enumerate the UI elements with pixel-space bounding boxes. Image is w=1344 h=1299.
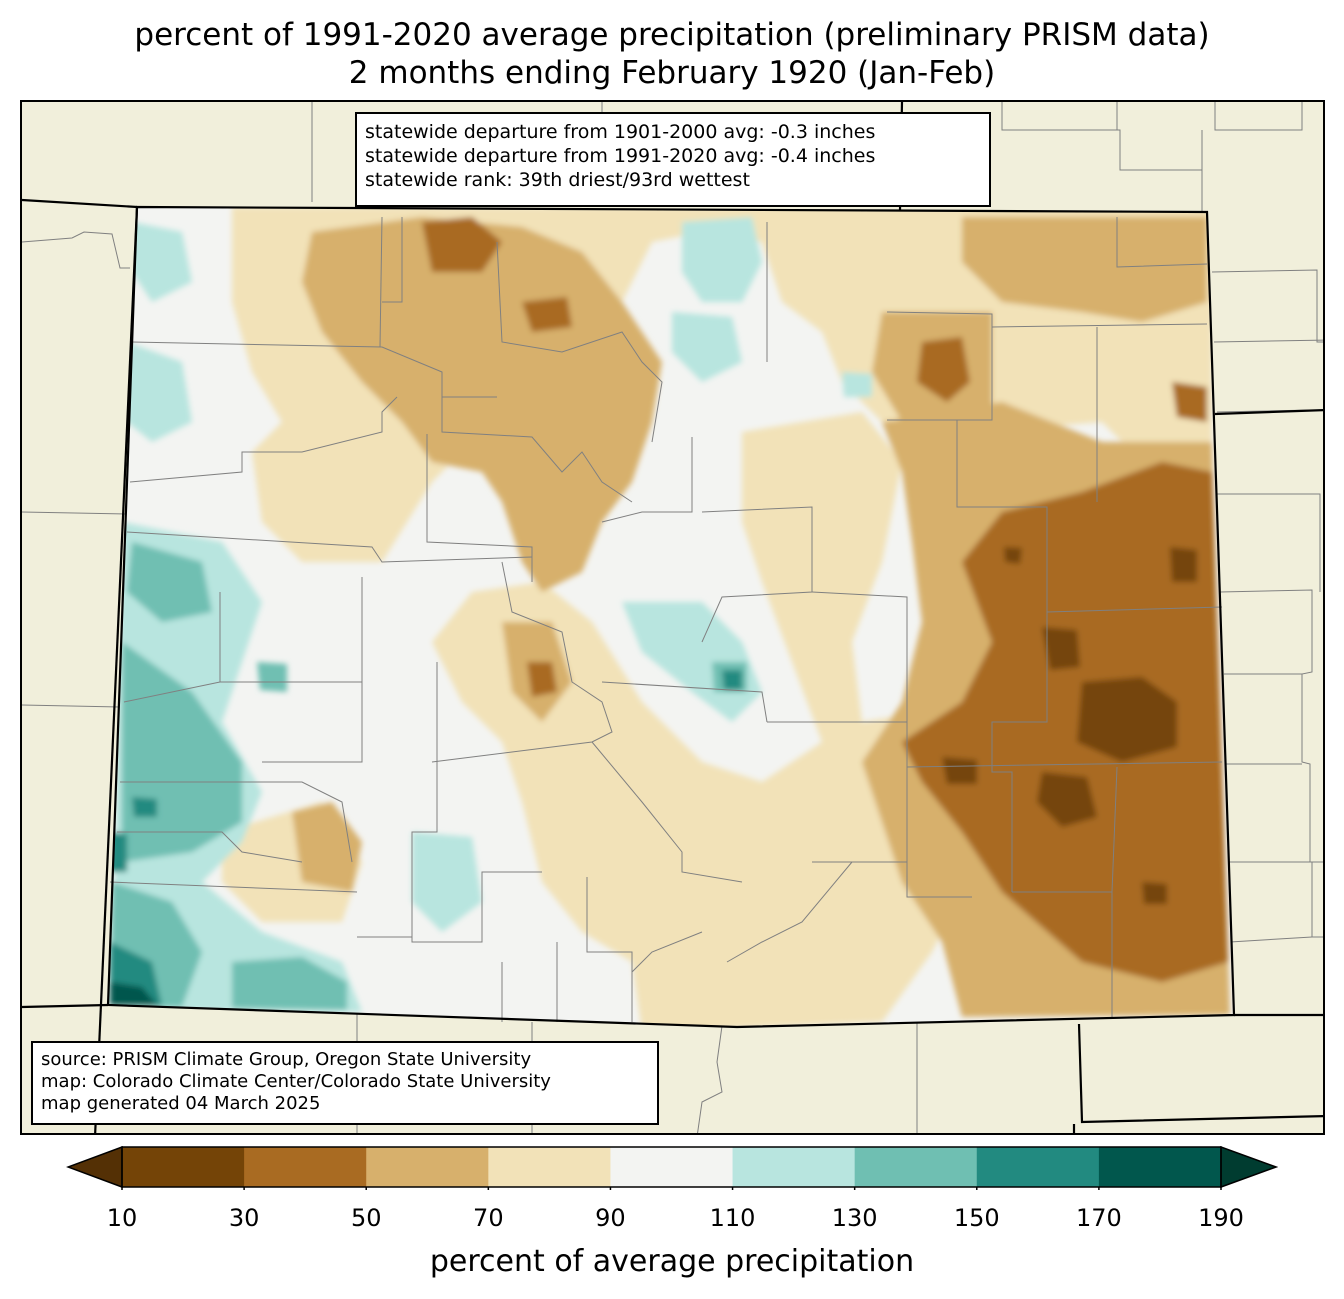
colorbar-segment xyxy=(610,1147,734,1187)
colorbar-segment xyxy=(732,1147,856,1187)
map-canvas xyxy=(22,102,1323,1133)
colorbar-label: percent of average precipitation xyxy=(429,1244,915,1279)
colorbar-segment xyxy=(854,1147,978,1187)
stats-departure-1991-2020: statewide departure from 1991-2020 avg: … xyxy=(365,145,876,167)
colorbar-outline xyxy=(121,1146,1222,1188)
stats-departure-1901-2000: statewide departure from 1901-2000 avg: … xyxy=(365,121,876,143)
colorbar xyxy=(66,1146,1278,1190)
colorbar-tick-label: 30 xyxy=(228,1204,260,1232)
map-frame xyxy=(20,100,1325,1135)
colorbar-segment xyxy=(244,1147,367,1187)
colorbar-segment xyxy=(122,1147,245,1187)
colorbar-tick-label: 70 xyxy=(473,1204,504,1232)
source-box: source: PRISM Climate Group, Oregon Stat… xyxy=(31,1041,659,1125)
stats-rank: statewide rank: 39th driest/93rd wettest xyxy=(365,169,750,191)
neighbor-state-lines xyxy=(22,102,1323,1133)
map-title-line-2: 2 months ending February 1920 (Jan-Feb) xyxy=(348,55,996,91)
colorbar-under-arrow xyxy=(66,1146,123,1189)
map-title-line-1: percent of 1991-2020 average precipitati… xyxy=(134,17,1210,53)
colorbar-segment xyxy=(488,1147,611,1187)
colorbar-tick-label: 170 xyxy=(1075,1204,1122,1232)
colorbar-segment xyxy=(366,1147,489,1187)
colorbar-over-arrow xyxy=(1220,1146,1278,1189)
colorbar-tick-label: 50 xyxy=(350,1204,382,1232)
colorbar-tick-label: 110 xyxy=(709,1204,756,1232)
generated-date-line: map generated 04 March 2025 xyxy=(41,1093,321,1114)
colorbar-segments xyxy=(121,1147,1222,1190)
map-credit-line: map: Colorado Climate Center/Colorado St… xyxy=(41,1071,551,1092)
precipitation-field xyxy=(108,207,1234,1027)
colorbar-tick-label: 190 xyxy=(1198,1204,1244,1232)
colorbar-segment xyxy=(1098,1147,1222,1187)
statewide-stats-box: statewide departure from 1901-2000 avg: … xyxy=(355,112,991,207)
state-borders xyxy=(22,102,1323,1133)
colorbar-tick-label: 150 xyxy=(953,1204,1000,1232)
colorbar-tick-label: 10 xyxy=(106,1204,138,1232)
source-line: source: PRISM Climate Group, Oregon Stat… xyxy=(41,1049,532,1070)
county-lines xyxy=(109,216,1223,1022)
colorbar-segment xyxy=(976,1147,1100,1187)
colorbar-tick-label: 90 xyxy=(595,1204,626,1232)
colorbar-tick-label: 130 xyxy=(831,1204,878,1232)
